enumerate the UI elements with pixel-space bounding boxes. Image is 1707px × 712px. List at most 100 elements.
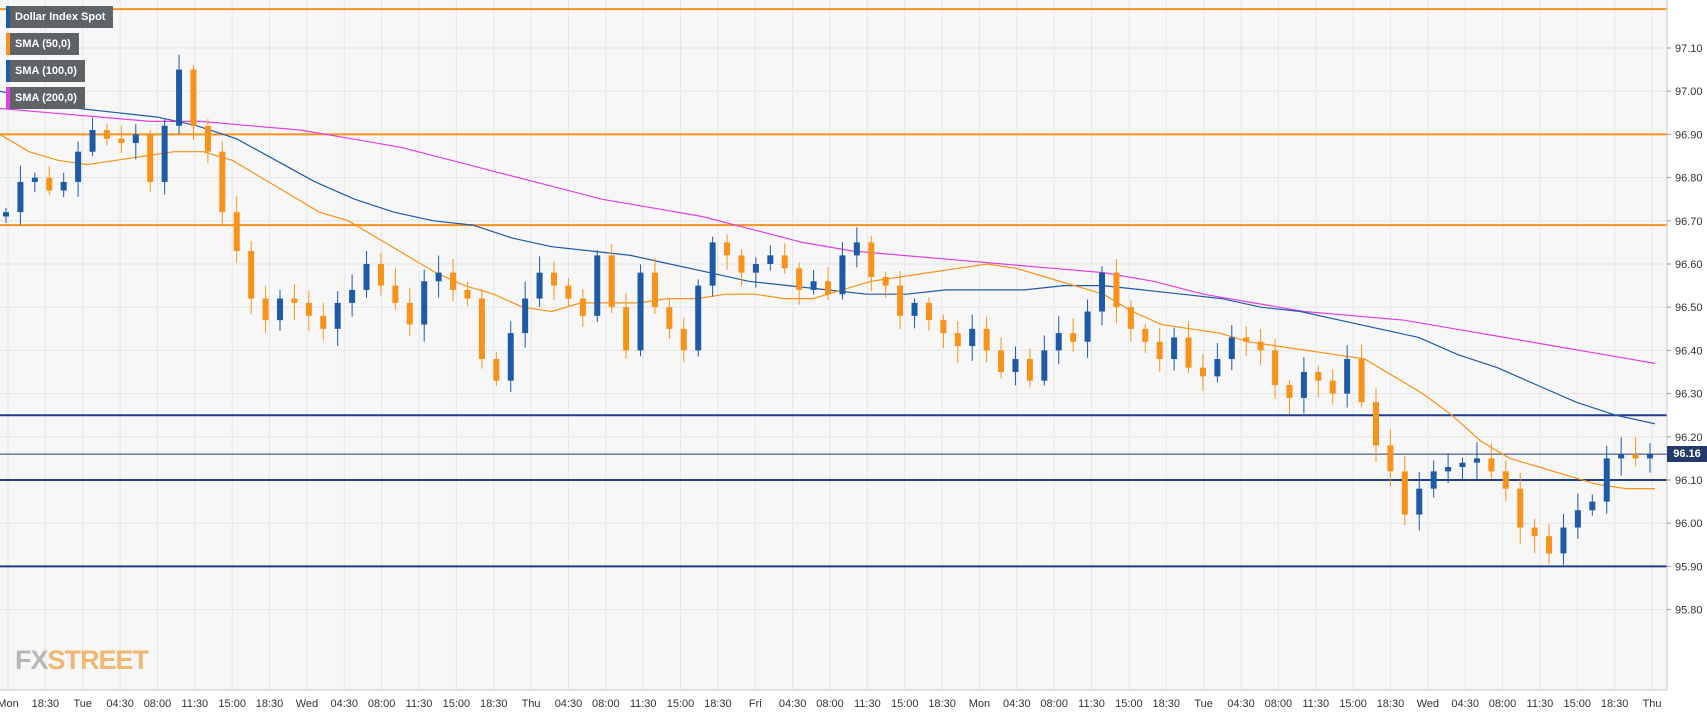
candle [305, 291, 312, 332]
candle-body [1199, 367, 1206, 377]
candle [277, 290, 283, 332]
legend-sma-50[interactable]: SMA (50,0) [6, 33, 79, 55]
candle-body [565, 285, 572, 299]
x-tick-label: 04:30 [1003, 698, 1031, 710]
candle-body [1243, 337, 1250, 342]
candle-body [998, 350, 1005, 372]
y-tick-label: 97.10 [1675, 43, 1703, 55]
candle [1012, 346, 1019, 386]
candle [204, 119, 211, 164]
candle-body [1445, 467, 1452, 472]
candle-body [983, 328, 990, 351]
candle-body [1329, 380, 1336, 394]
candle-body [31, 177, 38, 182]
candle [493, 352, 500, 386]
candle [392, 268, 399, 310]
candle [608, 243, 615, 314]
x-axis-ticks: Mon 18:30 Tue 04:30 08:00 11:30 15:00 18:30 Wed 0… [0, 698, 1661, 710]
candle [911, 298, 918, 329]
candle [839, 242, 846, 300]
candle-body [608, 255, 615, 308]
candle-body [1127, 307, 1134, 329]
candle [31, 172, 38, 193]
candle [1228, 325, 1235, 371]
horizontal-levels [0, 8, 1667, 568]
candle [132, 124, 139, 160]
candle-body [680, 328, 687, 351]
x-tick-label: Mon [0, 698, 19, 710]
candle-body [1387, 445, 1394, 472]
candle-body [1560, 527, 1567, 554]
sma-200-line [0, 107, 1656, 364]
candle [1632, 437, 1639, 467]
candle [522, 281, 529, 348]
candle [1315, 365, 1322, 398]
candle-body [204, 125, 211, 152]
candle-body [262, 298, 269, 321]
candle [1589, 494, 1596, 516]
x-tick-label: 18:30 [1153, 698, 1181, 710]
y-tick-label: 96.50 [1675, 302, 1703, 314]
candle [623, 292, 630, 359]
candle [190, 65, 197, 140]
candle-body [1142, 328, 1149, 342]
candle-body [435, 272, 442, 282]
candle [969, 314, 976, 361]
x-tick-label: 11:30 [406, 698, 433, 710]
candle-body [1473, 458, 1480, 463]
candle [377, 253, 384, 296]
x-tick-label: 04:30 [106, 698, 134, 710]
candle [724, 234, 731, 270]
candle-body [1113, 272, 1120, 308]
candle [450, 258, 457, 302]
candle [89, 117, 96, 157]
candle-body [349, 289, 356, 303]
x-tick-label: 04:30 [555, 698, 583, 710]
candle-body [522, 298, 529, 334]
x-tick-label: 18:30 [704, 698, 732, 710]
candle-body [695, 285, 702, 351]
candle-body [1430, 471, 1437, 489]
candle [882, 271, 889, 298]
x-tick-label: Wed [1417, 698, 1439, 710]
current-price-tag: 96.16 [1667, 446, 1707, 463]
candle [248, 241, 255, 315]
candle [825, 266, 831, 300]
candle [1199, 353, 1206, 392]
candle-body [1647, 454, 1653, 459]
x-tick-label: 15:00 [1115, 698, 1143, 710]
logo-fx-text: FX [15, 645, 49, 675]
x-tick-label: 15:00 [218, 698, 246, 710]
x-tick-label: 15:00 [443, 698, 471, 710]
candle [738, 249, 745, 286]
legend-sma-200[interactable]: SMA (200,0) [6, 87, 85, 109]
candle-body [1373, 402, 1379, 446]
candle [1488, 443, 1495, 479]
candle [1560, 513, 1567, 565]
legend-dollar-index-spot[interactable]: Dollar Index Spot [6, 6, 114, 28]
candle [161, 119, 168, 195]
candle-body [752, 264, 759, 273]
candle-body [1358, 359, 1365, 403]
x-tick-label: 11:30 [181, 698, 208, 710]
candle-body [1156, 341, 1163, 360]
x-tick-label: 08:00 [592, 698, 620, 710]
candle [291, 284, 298, 321]
candle [579, 289, 586, 327]
x-tick-label: 08:00 [1040, 698, 1068, 710]
candle [1171, 327, 1178, 371]
candle-body [709, 242, 716, 286]
fxstreet-logo: FXSTREET [15, 645, 149, 676]
x-tick-label: 18:30 [1601, 698, 1629, 710]
legend-sma-100[interactable]: SMA (100,0) [6, 60, 85, 82]
candle [1373, 388, 1379, 462]
candle-body [853, 242, 860, 256]
candle [810, 270, 817, 295]
candle [1070, 318, 1077, 352]
y-tick-label: 95.90 [1675, 561, 1703, 573]
candle-body [1041, 350, 1048, 381]
candle-body [450, 272, 457, 290]
candle [1531, 518, 1538, 554]
candle [75, 141, 82, 197]
